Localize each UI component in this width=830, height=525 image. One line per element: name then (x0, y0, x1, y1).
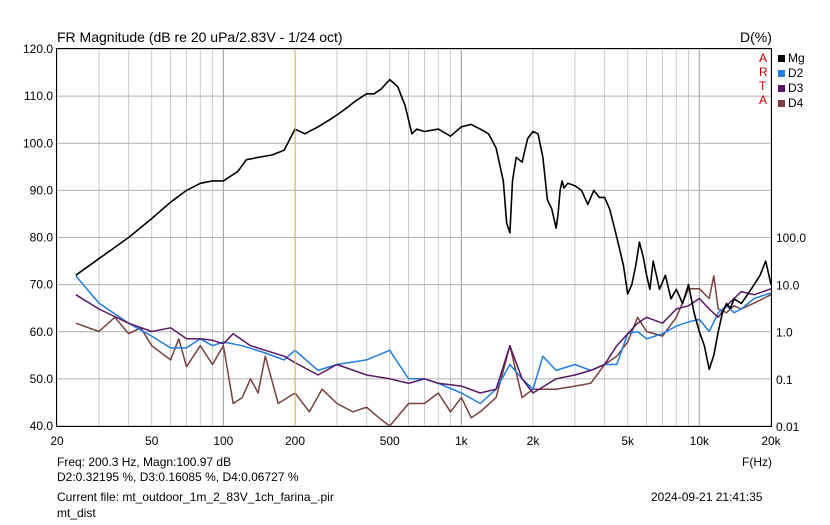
series-line-d4 (75, 275, 772, 427)
legend-glyph-t: T (759, 79, 767, 93)
y2-tick-label: 100.0 (776, 231, 806, 245)
x-tick-label: 20k (761, 434, 781, 448)
x-tick-label: 10k (690, 434, 710, 448)
legend-swatch-mg (778, 55, 785, 62)
chart-title: FR Magnitude (dB re 20 uPa/2.83V - 1/24 … (57, 29, 343, 45)
y-tick-label: 90.0 (30, 183, 54, 197)
y-tick-label: 60.0 (30, 325, 54, 339)
y-tick-label: 40.0 (30, 419, 54, 433)
series-lines (75, 78, 772, 427)
legend-swatch-d2 (778, 70, 785, 77)
y-tick-label: 120.0 (23, 42, 53, 56)
x-tick-label: 1k (455, 434, 469, 448)
status-cursor-readout: Freq: 200.3 Hz, Magn:100.97 dB (57, 455, 232, 469)
x-axis-label: F(Hz) (742, 455, 772, 469)
timestamp-label: 2024-09-21 21:41:35 (651, 490, 763, 504)
file-name-label: mt_dist (57, 506, 96, 520)
current-file-label: Current file: mt_outdoor_1m_2_83V_1ch_fa… (57, 490, 334, 504)
x-tick-label: 20 (50, 434, 64, 448)
legend-item-d4[interactable]: D4 (778, 96, 803, 110)
series-line-d2 (75, 275, 772, 405)
y2-tick-label: 1.0 (776, 326, 793, 340)
legend-item-d2[interactable]: D2 (778, 66, 803, 80)
plot-frame (56, 48, 772, 427)
y-tick-label: 50.0 (30, 372, 54, 386)
legend-label-d4: D4 (788, 96, 804, 110)
y-tick-label: 70.0 (30, 278, 54, 292)
series-line-d3 (75, 288, 772, 394)
right-axis-title: D(%) (740, 29, 772, 45)
tick-labels: 20 50 100 200 500 1k 2k 5k 10k 20k 40.0 50.0 60.0 70.… (23, 42, 806, 448)
x-tick-label: 100 (213, 434, 233, 448)
legend-glyph-a-top: A (759, 51, 768, 65)
y-tick-label: 80.0 (30, 231, 54, 245)
series-line-mg (75, 78, 772, 371)
legend-swatch-d4 (778, 100, 785, 107)
y2-tick-label: 0.01 (776, 420, 800, 434)
y2-tick-label: 10.0 (776, 278, 800, 292)
legend-label-mg: Mg (788, 51, 805, 65)
grid (56, 48, 772, 427)
x-tick-label: 50 (145, 434, 159, 448)
legend-glyph-r: R (759, 65, 768, 79)
legend-swatch-d3 (778, 85, 785, 92)
legend-label-d2: D2 (788, 66, 804, 80)
legend-item-d3[interactable]: D3 (778, 81, 803, 95)
x-tick-label: 2k (527, 434, 541, 448)
y2-tick-label: 0.1 (776, 373, 793, 387)
legend-label-d3: D3 (788, 81, 804, 95)
legend-item-mg[interactable]: Mg (778, 51, 805, 65)
x-tick-label: 200 (285, 434, 305, 448)
x-tick-label: 5k (621, 434, 635, 448)
status-distortion-readout: D2:0.32195 %, D3:0.16085 %, D4:0.06727 % (57, 470, 299, 484)
x-tick-label: 500 (380, 434, 400, 448)
y-tick-label: 100.0 (23, 136, 53, 150)
legend-glyph-a: A (759, 93, 768, 107)
y-tick-label: 110.0 (24, 89, 53, 103)
